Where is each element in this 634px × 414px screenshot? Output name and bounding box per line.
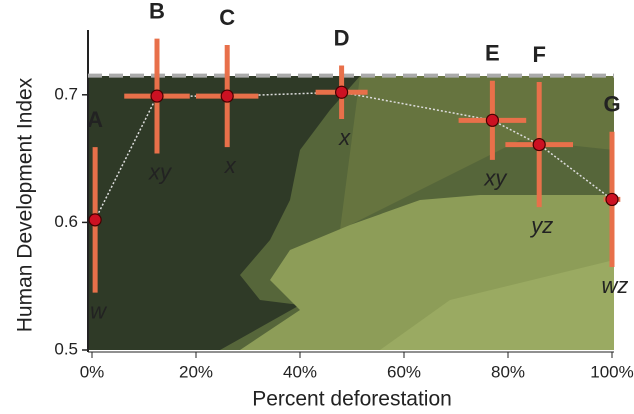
point [336,86,348,98]
point-label: F [532,42,545,67]
group-letter: x [224,153,237,178]
point-label: E [485,41,500,66]
point [486,114,498,126]
x-tick-label: 80% [491,362,525,381]
point-label: A [87,107,103,132]
x-axis-label: Percent deforestation [252,388,452,411]
y-tick-label: 0.6 [54,212,78,231]
chart: Human Development Index Percent deforest… [0,0,634,414]
x-tick-label: 40% [283,362,317,381]
x-tick-label: 100% [590,362,633,381]
point [606,193,618,205]
point [221,90,233,102]
group-letter: w [90,298,108,323]
y-tick-label: 0.5 [54,339,78,358]
point [89,214,101,226]
point-label: D [334,25,350,50]
y-axis-label: Human Development Index [14,77,37,332]
y-tick-label: 0.7 [54,84,78,103]
group-letter: x [338,125,351,150]
x-tick-label: 0% [80,362,105,381]
point [151,90,163,102]
group-letter: wz [602,273,629,298]
point-label: B [149,0,165,23]
group-letter: xy [148,159,173,184]
point-label: G [603,92,620,117]
x-tick-label: 60% [387,362,421,381]
point [533,139,545,151]
group-letter: yz [529,213,553,238]
point-label: C [219,5,235,30]
group-letter: xy [483,166,508,191]
x-tick-label: 20% [179,362,213,381]
